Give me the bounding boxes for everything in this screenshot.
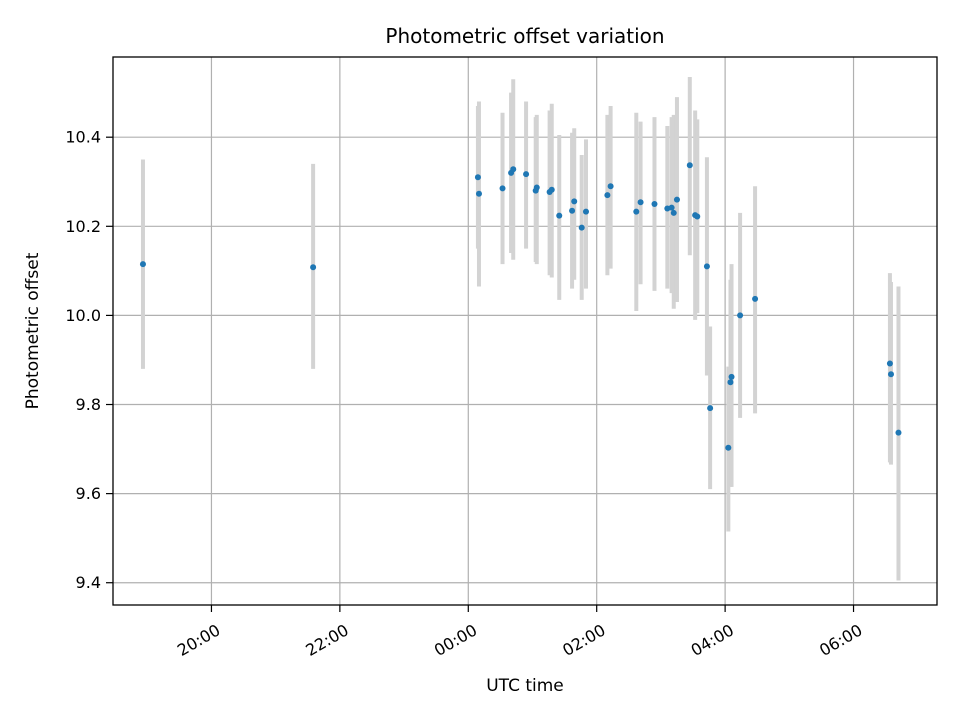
y-tick-label: 10.0 <box>65 306 101 325</box>
data-point <box>571 198 578 205</box>
data-point <box>728 373 735 380</box>
data-point <box>725 444 732 451</box>
data-point <box>499 185 506 192</box>
y-tick-label: 9.4 <box>76 573 101 592</box>
data-point <box>475 190 482 197</box>
chart-title: Photometric offset variation <box>385 24 664 48</box>
y-tick-label: 9.6 <box>76 484 101 503</box>
y-tick-label: 10.2 <box>65 217 101 236</box>
data-point <box>533 184 540 191</box>
plot-frame <box>112 56 938 606</box>
data-point <box>752 295 759 302</box>
y-axis-label: Photometric offset <box>23 252 43 409</box>
data-point <box>637 199 644 206</box>
data-point <box>737 312 744 319</box>
data-point <box>886 360 893 367</box>
data-point <box>707 405 714 412</box>
data-point <box>556 212 563 219</box>
data-point <box>310 264 317 271</box>
y-tick-label: 10.4 <box>65 128 101 147</box>
data-point <box>694 213 701 220</box>
data-point <box>673 196 680 203</box>
data-point <box>604 192 611 199</box>
data-point <box>651 201 658 208</box>
data-point <box>139 261 146 268</box>
data-point <box>569 207 576 214</box>
data-point <box>582 208 589 215</box>
data-point <box>895 429 902 436</box>
data-points <box>139 162 902 451</box>
data-point <box>686 162 693 169</box>
data-point <box>633 208 640 215</box>
data-point <box>578 224 585 231</box>
data-point <box>607 183 614 190</box>
x-axis-label: UTC time <box>486 676 564 696</box>
data-point <box>887 371 894 378</box>
data-point <box>548 186 555 193</box>
data-point <box>510 166 517 173</box>
y-tick-label: 9.8 <box>76 395 101 414</box>
data-point <box>670 209 677 216</box>
data-point <box>523 171 530 178</box>
data-point <box>668 204 675 211</box>
data-point <box>727 379 734 386</box>
data-point <box>703 263 710 270</box>
data-point <box>474 174 481 181</box>
